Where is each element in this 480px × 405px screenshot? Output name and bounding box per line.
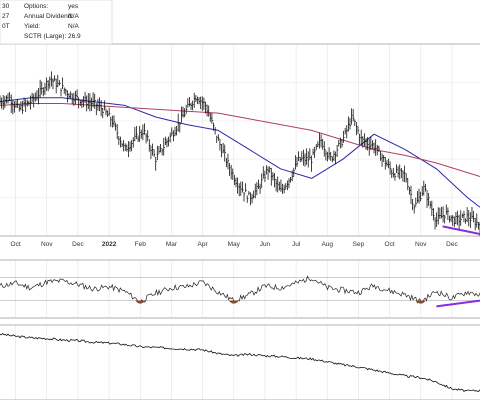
lower-panel bbox=[0, 332, 480, 393]
x-tick-label: Mar bbox=[166, 241, 178, 248]
x-tick-label: May bbox=[228, 241, 241, 248]
info-left-value-2: 27 bbox=[2, 13, 10, 20]
oversold-fill bbox=[415, 300, 426, 304]
oscillator-panel bbox=[0, 275, 480, 308]
info-left-value-3: 0T bbox=[2, 23, 10, 30]
x-tick-label: Jul bbox=[292, 241, 301, 248]
oscillator-trendline bbox=[436, 299, 480, 308]
x-tick-label: Dec bbox=[72, 241, 84, 248]
x-tick-label: Sep bbox=[353, 241, 365, 248]
x-axis: Oct Nov Dec 2022 Feb Mar Apr May Jun Jul Aug Sep Oct… bbox=[11, 241, 459, 248]
x-tick-label: Nov bbox=[41, 241, 53, 248]
oversold-fill bbox=[135, 300, 146, 304]
price-trendline bbox=[442, 225, 480, 236]
x-tick-label: Aug bbox=[321, 241, 333, 248]
x-tick-label: Apr bbox=[198, 241, 209, 248]
info-left-value-1: 30 bbox=[2, 3, 10, 10]
x-tick-label: 2022 bbox=[102, 241, 117, 248]
oscillator-line bbox=[0, 275, 480, 304]
info-label-sctr: SCTR (Large): bbox=[24, 33, 66, 40]
lower-panel-line bbox=[0, 332, 480, 393]
info-label-options: Options: bbox=[24, 3, 48, 10]
moving-average-line bbox=[0, 103, 480, 177]
x-tick-label: Jun bbox=[260, 241, 271, 248]
x-tick-label: Dec bbox=[446, 241, 458, 248]
info-box bbox=[0, 0, 113, 45]
price-panel bbox=[0, 71, 480, 237]
moving-average-line bbox=[0, 97, 480, 208]
info-value-options: yes bbox=[68, 3, 79, 10]
info-value-yield: N/A bbox=[68, 23, 80, 30]
info-value-dividend: N/A bbox=[68, 13, 80, 20]
info-label-dividend: Annual Dividend: bbox=[24, 13, 73, 20]
x-tick-label: Oct bbox=[11, 241, 21, 248]
info-label-yield: Yield: bbox=[24, 23, 40, 30]
x-tick-label: Oct bbox=[385, 241, 395, 248]
x-tick-label: Feb bbox=[135, 241, 147, 248]
info-value-sctr: 26.9 bbox=[68, 33, 81, 40]
oversold-fill bbox=[228, 300, 239, 304]
info-panel: 30 27 0T Options: yes Annual Dividend: N… bbox=[0, 0, 113, 45]
x-tick-label: Nov bbox=[415, 241, 427, 248]
